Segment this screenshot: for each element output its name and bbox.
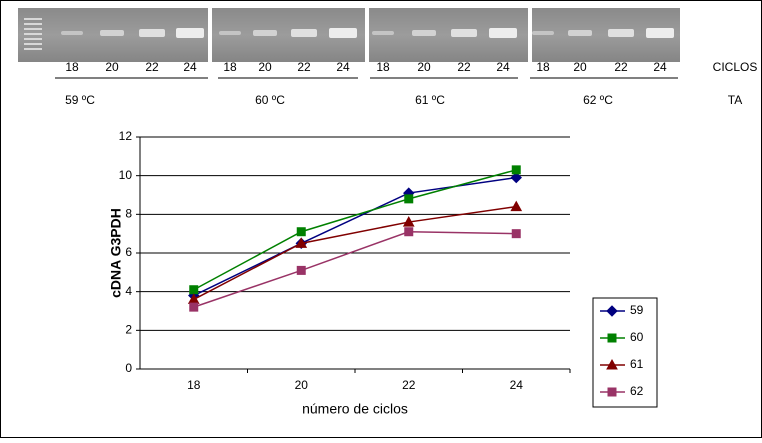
legend-label: 59 xyxy=(630,303,644,317)
y-tick-label: 4 xyxy=(125,284,132,298)
marker xyxy=(297,266,305,274)
lane-label: 20 xyxy=(105,60,119,74)
lane-label: 22 xyxy=(457,60,471,74)
temperature-label: 62 ºC xyxy=(583,93,613,107)
gel-band xyxy=(372,31,394,35)
ladder-band xyxy=(24,28,42,30)
ladder-band xyxy=(24,18,42,20)
lane-label: 20 xyxy=(573,60,587,74)
gel-band xyxy=(646,28,674,38)
gel-band xyxy=(253,30,277,36)
lane-label: 20 xyxy=(417,60,431,74)
gel-band xyxy=(100,30,124,36)
gel-band xyxy=(568,30,592,36)
lane-label: 18 xyxy=(536,60,550,74)
gel-band xyxy=(451,29,477,37)
lane-label: 22 xyxy=(614,60,628,74)
marker xyxy=(512,166,520,174)
gel-band xyxy=(291,29,317,37)
y-tick-label: 12 xyxy=(119,129,133,143)
temperature-label: 60 ºC xyxy=(255,93,285,107)
gel-image xyxy=(18,8,680,62)
marker xyxy=(405,195,413,203)
marker xyxy=(190,303,198,311)
y-tick-label: 6 xyxy=(125,245,132,259)
gel-band xyxy=(489,28,517,38)
lane-label: 22 xyxy=(145,60,159,74)
y-axis-title: cDNA G3PDH xyxy=(108,208,124,298)
gel-band xyxy=(139,29,165,37)
ladder-band xyxy=(24,23,42,25)
marker xyxy=(190,286,198,294)
y-tick-label: 10 xyxy=(119,168,133,182)
marker xyxy=(297,228,305,236)
gel-band xyxy=(412,30,436,36)
x-tick-label: 18 xyxy=(187,378,201,392)
figure: CICLOS TA número de ciclos cDNA G3PDH 18… xyxy=(0,0,762,438)
lane-label: 18 xyxy=(376,60,390,74)
gel-band xyxy=(61,31,83,35)
lane-label: 24 xyxy=(183,60,197,74)
lane-label: 24 xyxy=(496,60,510,74)
lane-label: 18 xyxy=(223,60,237,74)
temperature-label: 61 ºC xyxy=(415,93,445,107)
gel-band xyxy=(329,28,357,38)
x-tick-label: 22 xyxy=(402,378,416,392)
y-tick-label: 8 xyxy=(125,207,132,221)
lane-label: 24 xyxy=(336,60,350,74)
y-tick-label: 2 xyxy=(125,323,132,337)
marker xyxy=(405,228,413,236)
legend-box xyxy=(593,298,657,407)
legend-label: 61 xyxy=(630,357,644,371)
lane-label: 20 xyxy=(258,60,272,74)
lane-label: 22 xyxy=(297,60,311,74)
gel-band xyxy=(532,31,554,35)
gel-band xyxy=(608,29,634,37)
y-tick-label: 0 xyxy=(125,361,132,375)
legend-label: 60 xyxy=(630,330,644,344)
ladder-band xyxy=(24,48,42,50)
lane-label: 18 xyxy=(65,60,79,74)
ladder-band xyxy=(24,33,42,35)
legend-marker xyxy=(608,388,616,396)
legend-marker xyxy=(608,334,616,342)
gel-band xyxy=(176,28,204,38)
gel-band xyxy=(219,31,241,35)
ladder-band xyxy=(24,43,42,45)
cycles-label: CICLOS xyxy=(713,60,758,74)
temperature-label: 59 ºC xyxy=(65,93,95,107)
x-tick-label: 20 xyxy=(295,378,309,392)
ladder-band xyxy=(24,38,42,40)
marker xyxy=(512,230,520,238)
x-axis-title: número de ciclos xyxy=(302,401,408,417)
lane-label: 24 xyxy=(653,60,667,74)
legend-label: 62 xyxy=(630,384,644,398)
x-tick-label: 24 xyxy=(510,378,524,392)
ta-label: TA xyxy=(728,93,742,107)
